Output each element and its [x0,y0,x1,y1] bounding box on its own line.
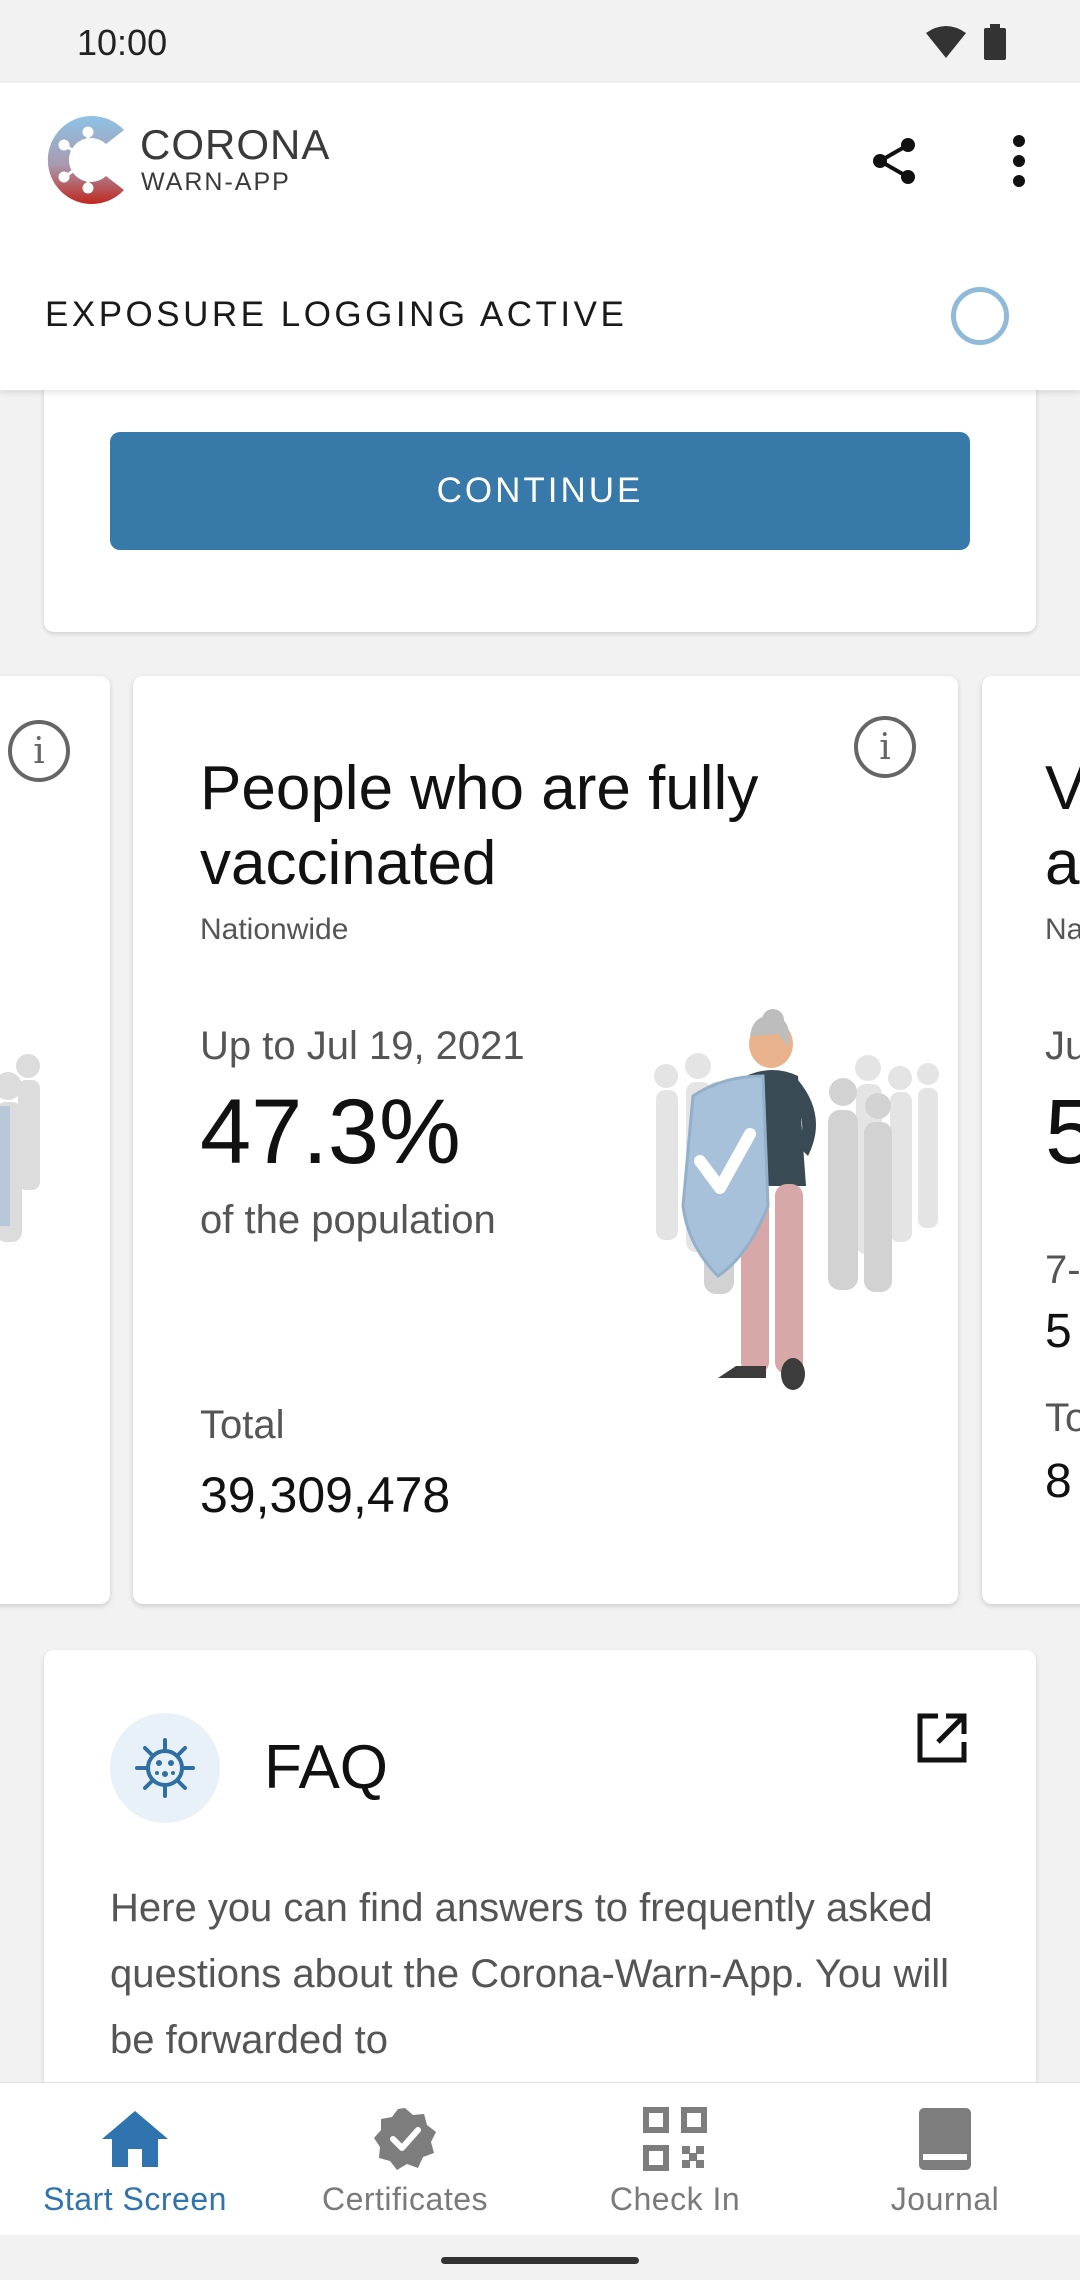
peek-sub1-value: 5 [1045,1305,1072,1358]
corona-warn-app-logo [47,116,124,204]
app-header: CORONA WARN-APP EXPOSURE LOGGING ACTIVE [0,83,1080,390]
stat-card-fully-vaccinated[interactable]: i People who are fully vaccinated Nation… [133,676,958,1604]
logo-text-corona: CORONA [140,121,331,168]
logo-text-warn-app: WARN-APP [141,168,291,196]
nav-check-in[interactable]: Check In [540,2083,810,2235]
info-icon[interactable]: i [854,716,916,778]
stat-total-value: 39,309,478 [200,1467,451,1523]
peek-title-line-1: V [1045,754,1080,823]
exposure-status-ring-icon [951,287,1009,345]
stat-total-label: Total [200,1403,285,1447]
stat-value: 47.3% [200,1081,461,1183]
stat-region: Nationwide [200,913,349,946]
qr-code-icon [639,2103,711,2175]
peek-title-line-2: a [1045,829,1080,898]
status-time: 10:00 [77,22,168,63]
wifi-icon [926,26,966,58]
peek-date: Ju [1045,1024,1080,1068]
peek-value: 5 [1045,1081,1080,1183]
battery-icon [984,24,1006,60]
nav-label: Start Screen [43,2181,227,2217]
peek-sub2-label: To [1045,1396,1080,1440]
stat-title: People who are fully vaccinated [200,754,759,898]
nav-label: Journal [890,2181,1000,2217]
faq-virus-icon-container [110,1713,220,1823]
more-options-icon[interactable] [1000,131,1038,191]
nav-journal[interactable]: Journal [810,2083,1080,2235]
faq-description: Here you can find answers to frequently … [110,1886,950,2062]
faq-title: FAQ [264,1733,389,1802]
vaccinated-person-shield-illustration-icon [654,1009,939,1390]
peek-sub1-label: 7- [1045,1248,1080,1292]
stat-card-next[interactable]: V a Na Ju 5 7- 5 To 8 [982,676,1080,1604]
peek-region: Na [1045,913,1080,946]
exposure-logging-status[interactable]: EXPOSURE LOGGING ACTIVE [45,295,628,334]
journal-book-icon [909,2103,981,2175]
status-bar: 10:00 [0,0,1080,83]
nav-label: Check In [609,2181,741,2217]
home-icon [99,2103,171,2175]
peek-sub2-value: 8 [1045,1455,1072,1508]
open-external-link-icon[interactable] [914,1710,970,1766]
share-icon[interactable] [868,135,920,187]
nav-label: Certificates [321,2181,489,2217]
info-icon[interactable]: i [8,720,70,782]
virus-icon [135,1738,195,1798]
stat-card-previous[interactable]: i [0,676,110,1604]
nav-start-screen[interactable]: Start Screen [0,2083,270,2235]
gesture-handle[interactable] [441,2257,639,2264]
bottom-navigation: Start Screen Certificates Check In [0,2082,1080,2235]
status-icons [926,24,1006,60]
certificate-badge-icon [369,2103,441,2175]
nav-certificates[interactable]: Certificates [270,2083,540,2235]
people-illustration-icon [0,1054,40,1242]
continue-button[interactable]: CONTINUE [110,432,970,550]
stat-date: Up to Jul 19, 2021 [200,1024,525,1068]
stat-value-caption: of the population [200,1198,496,1242]
faq-card[interactable]: FAQ Here you can find answers to frequen… [44,1650,1036,2150]
system-gesture-area [0,2235,1080,2280]
